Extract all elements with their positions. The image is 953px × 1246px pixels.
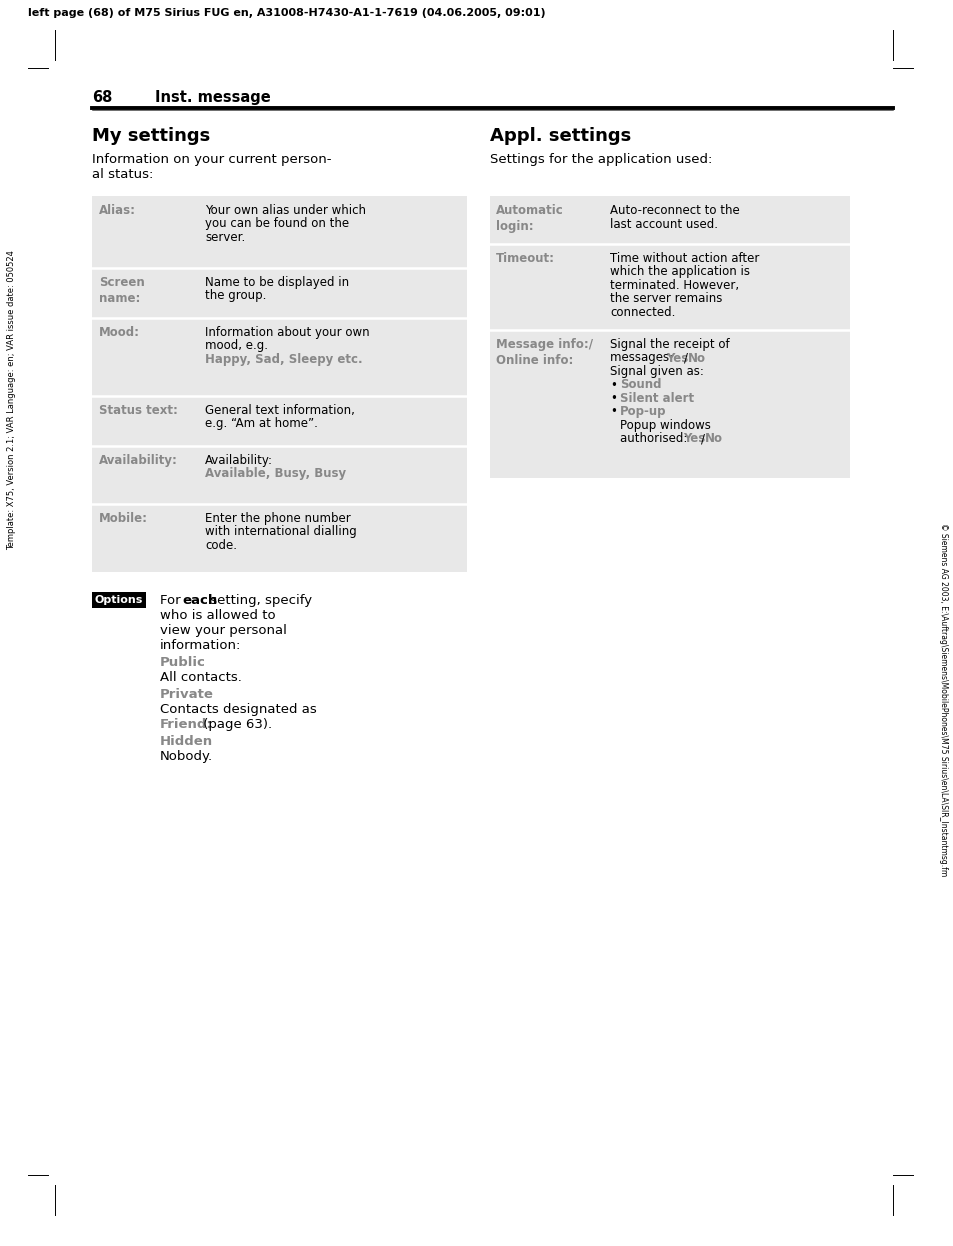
Text: Signal the receipt of: Signal the receipt of [609, 338, 729, 351]
Text: •: • [609, 405, 617, 419]
Text: Nobody.: Nobody. [160, 750, 213, 763]
Text: Contacts designated as: Contacts designated as [160, 703, 316, 716]
Bar [490, 244, 849, 330]
Bar [490, 196, 849, 244]
Text: •: • [609, 392, 617, 405]
Text: Popup windows: Popup windows [619, 419, 710, 432]
Text: Silent alert: Silent alert [619, 392, 694, 405]
Text: Inst. message: Inst. message [154, 90, 271, 105]
Text: Information on your current person-: Information on your current person- [91, 153, 331, 166]
Text: Available, Busy, Busy: Available, Busy, Busy [205, 467, 346, 481]
Text: Public: Public [160, 655, 206, 669]
Text: Status text:: Status text: [99, 404, 177, 417]
Text: © Siemens AG 2003, E:\Auftrag\Siemens\MobilePhones\M75 Sirius\en\LA\SIR_Instantm: © Siemens AG 2003, E:\Auftrag\Siemens\Mo… [939, 523, 947, 877]
Text: For: For [160, 594, 185, 607]
Text: messages:: messages: [609, 351, 677, 365]
Text: code.: code. [205, 540, 236, 552]
Text: mood, e.g.: mood, e.g. [205, 339, 268, 353]
Text: Enter the phone number: Enter the phone number [205, 512, 351, 525]
Text: Auto-reconnect to the: Auto-reconnect to the [609, 204, 739, 217]
Text: Sound: Sound [619, 379, 660, 391]
Text: Options: Options [94, 596, 143, 606]
Bar [91, 592, 146, 608]
Text: •: • [609, 379, 617, 391]
Text: last account used.: last account used. [609, 218, 718, 231]
Text: al status:: al status: [91, 168, 153, 181]
Text: Mobile:: Mobile: [99, 512, 148, 525]
Text: General text information,: General text information, [205, 404, 355, 417]
Text: No: No [704, 432, 722, 446]
Text: 68: 68 [91, 90, 112, 105]
Text: Your own alias under which: Your own alias under which [205, 204, 366, 217]
Text: the server remains: the server remains [609, 293, 721, 305]
Text: setting, specify: setting, specify [206, 594, 312, 607]
Text: Alias:: Alias: [99, 204, 136, 217]
Text: Signal given as:: Signal given as: [609, 365, 703, 378]
Text: authorised:: authorised: [619, 432, 690, 446]
Text: Yes: Yes [665, 351, 687, 365]
Text: with international dialling: with international dialling [205, 526, 356, 538]
Text: Time without action after: Time without action after [609, 252, 759, 265]
Text: Settings for the application used:: Settings for the application used: [490, 153, 712, 166]
Text: which the application is: which the application is [609, 265, 749, 279]
Bar [91, 268, 467, 318]
Text: Pop-up: Pop-up [619, 405, 666, 419]
Text: information:: information: [160, 639, 241, 652]
Bar [91, 318, 467, 396]
Text: Screen
name:: Screen name: [99, 277, 145, 305]
Text: Hidden: Hidden [160, 735, 213, 748]
Text: /: / [683, 351, 687, 365]
Text: Name to be displayed in: Name to be displayed in [205, 277, 349, 289]
Text: the group.: the group. [205, 289, 266, 303]
Text: Friend:: Friend: [160, 718, 213, 731]
Text: /: / [700, 432, 704, 446]
Text: Appl. settings: Appl. settings [490, 127, 631, 145]
Text: All contacts.: All contacts. [160, 672, 242, 684]
Text: Availability:: Availability: [205, 454, 273, 467]
Bar [91, 503, 467, 572]
Text: My settings: My settings [91, 127, 210, 145]
Bar [91, 196, 467, 268]
Text: Message info:/
Online info:: Message info:/ Online info: [496, 338, 593, 368]
Text: Yes: Yes [682, 432, 704, 446]
Text: server.: server. [205, 231, 245, 244]
Text: you can be found on the: you can be found on the [205, 218, 349, 231]
Text: Information about your own: Information about your own [205, 326, 369, 339]
Text: Template: X75, Version 2.1; VAR Language: en; VAR issue date: 050524: Template: X75, Version 2.1; VAR Language… [8, 250, 16, 549]
Text: Availability:: Availability: [99, 454, 177, 467]
Text: Automatic
login:: Automatic login: [496, 204, 563, 233]
Text: Mood:: Mood: [99, 326, 140, 339]
Text: terminated. However,: terminated. However, [609, 279, 739, 292]
Text: e.g. “Am at home”.: e.g. “Am at home”. [205, 417, 317, 431]
Text: view your personal: view your personal [160, 624, 287, 637]
Text: Happy, Sad, Sleepy etc.: Happy, Sad, Sleepy etc. [205, 353, 362, 366]
Text: Timeout:: Timeout: [496, 252, 555, 265]
Bar [490, 330, 849, 478]
Text: left page (68) of M75 Sirius FUG en, A31008-H7430-A1-1-7619 (04.06.2005, 09:01): left page (68) of M75 Sirius FUG en, A31… [28, 7, 545, 17]
Text: who is allowed to: who is allowed to [160, 609, 275, 622]
Text: each: each [182, 594, 217, 607]
Bar [91, 446, 467, 503]
Bar [91, 396, 467, 446]
Text: (page 63).: (page 63). [199, 718, 272, 731]
Text: No: No [687, 351, 705, 365]
Text: Private: Private [160, 688, 213, 701]
Text: connected.: connected. [609, 307, 675, 319]
